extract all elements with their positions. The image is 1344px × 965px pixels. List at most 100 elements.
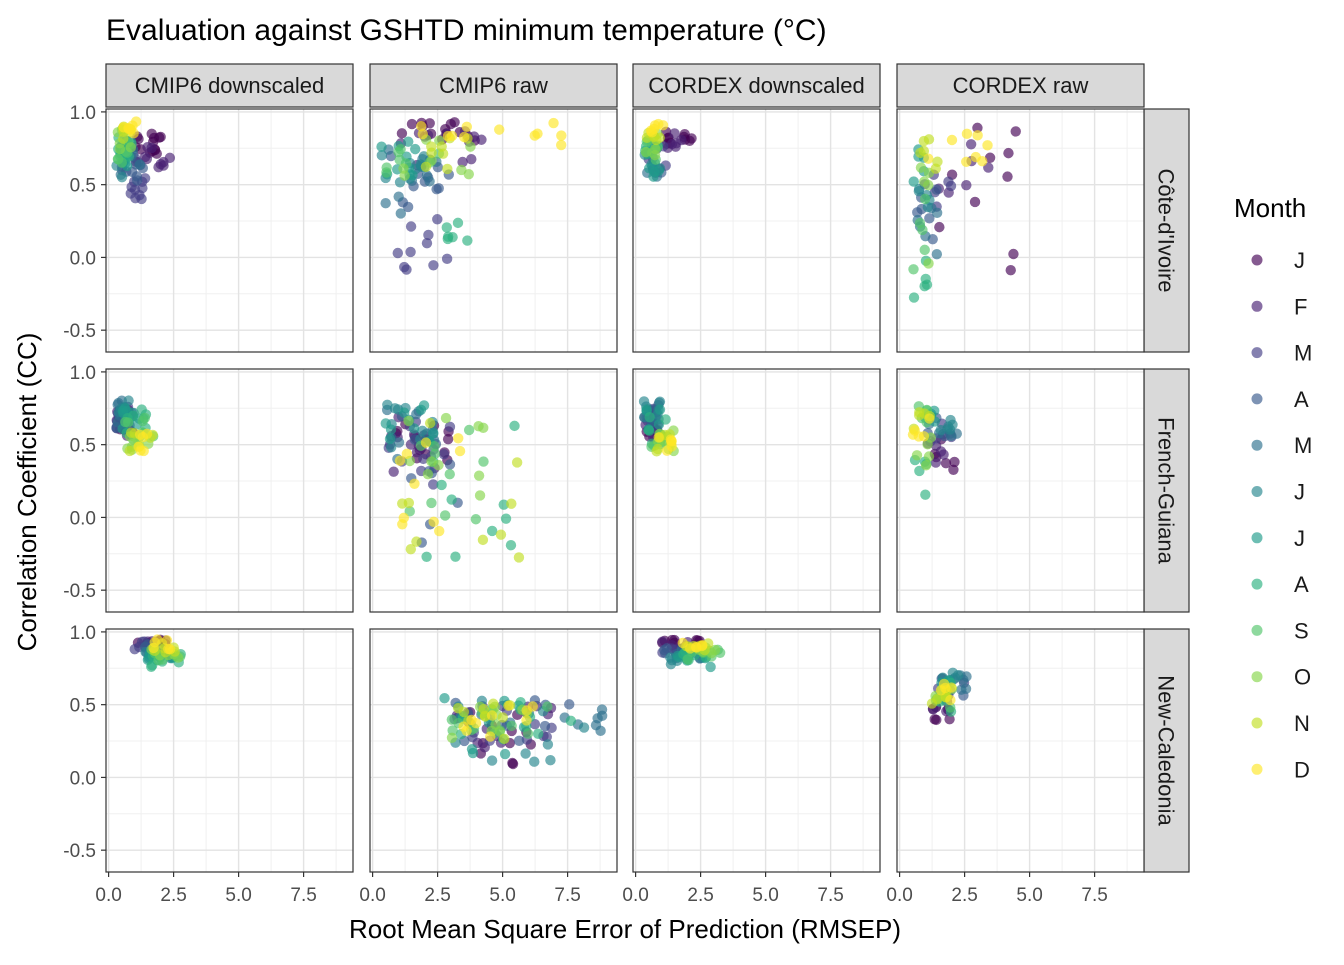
data-point-f (961, 179, 972, 191)
data-point-a (920, 489, 931, 500)
data-point-a (644, 411, 655, 423)
data-point-j (442, 433, 454, 445)
data-point-a (513, 735, 525, 747)
y-tick-label: -0.5 (63, 321, 96, 342)
data-point-j (545, 754, 556, 766)
x-tick-label: 0.0 (622, 885, 648, 906)
data-point-m (428, 260, 439, 271)
data-point-d (666, 435, 677, 447)
data-point-d (945, 694, 956, 706)
data-point-m (134, 159, 145, 170)
data-point-j (499, 748, 511, 760)
data-point-m (139, 173, 151, 184)
data-point-j (398, 407, 410, 418)
data-point-m (595, 725, 606, 737)
data-point-j (520, 748, 531, 759)
data-point-j (382, 399, 393, 411)
data-point-d (946, 134, 958, 146)
data-point-a (908, 292, 920, 303)
data-point-n (932, 156, 943, 167)
facet-strip-cordex-downscaled (632, 63, 881, 108)
data-point-f (457, 156, 468, 168)
data-point-o (474, 490, 486, 501)
data-point-d (137, 431, 149, 443)
data-point-a (431, 183, 442, 195)
row-strip-cote-d-ivoire (1143, 108, 1190, 353)
data-point-d (977, 155, 988, 167)
panel-border (105, 108, 354, 353)
data-point-a (564, 699, 575, 710)
panel-cote-d-ivoire-cordex-downscaled (632, 108, 881, 353)
panel-border (369, 108, 618, 353)
data-point-a (441, 222, 452, 233)
data-point-a (919, 280, 930, 292)
y-tick-label: 0.0 (70, 768, 96, 789)
data-point-d (961, 156, 972, 167)
y-tick-label: 1.0 (70, 103, 96, 124)
data-point-s (381, 162, 392, 173)
data-point-j (415, 404, 427, 415)
data-point-d (961, 128, 973, 140)
data-point-s (395, 144, 406, 155)
y-tick-label: 0.0 (70, 508, 96, 529)
facet-strip-label: CMIP6 raw (439, 73, 548, 98)
data-point-d (503, 700, 514, 711)
panel-background (370, 369, 617, 612)
panel-cote-d-ivoire-cmip6-raw (369, 108, 618, 353)
panel-background (633, 369, 880, 612)
data-point-m (438, 449, 450, 460)
data-point-n (118, 133, 129, 144)
data-point-d (420, 437, 432, 448)
data-point-j (439, 693, 450, 704)
data-point-j (934, 221, 945, 233)
data-point-j (376, 141, 387, 152)
data-point-j (1005, 265, 1016, 276)
points (111, 395, 159, 457)
data-point-s (446, 714, 458, 725)
points (657, 634, 726, 673)
y-tick-label: 0.0 (70, 248, 96, 269)
panel-border (632, 368, 881, 613)
data-point-a (505, 539, 517, 551)
legend-label: D (1294, 757, 1310, 782)
data-point-m (129, 184, 141, 195)
data-point-d (458, 721, 469, 732)
points (908, 122, 1021, 303)
chart-title: Evaluation against GSHTD minimum tempera… (106, 14, 827, 47)
x-tick-label: 2.5 (160, 885, 186, 906)
data-point-f (676, 134, 687, 146)
x-tick-label: 5.0 (1016, 885, 1042, 906)
data-point-d (556, 139, 567, 151)
y-tick-label: 0.5 (70, 436, 96, 457)
data-point-j (654, 404, 666, 415)
data-point-n (426, 147, 437, 158)
data-point-n (411, 536, 422, 547)
legend-label: F (1294, 294, 1307, 319)
data-point-a (644, 425, 655, 436)
data-point-d (946, 682, 957, 693)
data-point-m (432, 214, 443, 225)
data-point-j (116, 171, 128, 183)
data-point-a (539, 720, 551, 732)
data-point-j (949, 456, 960, 468)
data-point-j (386, 442, 397, 453)
points (376, 117, 567, 275)
panel-border (896, 108, 1145, 353)
data-point-a (421, 551, 432, 563)
data-point-f (930, 457, 942, 468)
points (439, 693, 608, 770)
y-axis-label: Correlation Coefficient (CC) (12, 333, 42, 652)
x-tick-label: 2.5 (951, 885, 977, 906)
legend-key-d (1251, 763, 1263, 775)
data-point-j (944, 424, 956, 435)
data-point-d (486, 710, 498, 721)
data-point-j (406, 118, 418, 130)
legend-key-j (1251, 532, 1263, 544)
panel-border (632, 628, 881, 873)
data-point-n (397, 498, 408, 509)
panel-background (370, 629, 617, 872)
data-point-d (409, 478, 420, 489)
data-point-s (506, 720, 517, 732)
x-tick-label: 5.0 (489, 885, 515, 906)
